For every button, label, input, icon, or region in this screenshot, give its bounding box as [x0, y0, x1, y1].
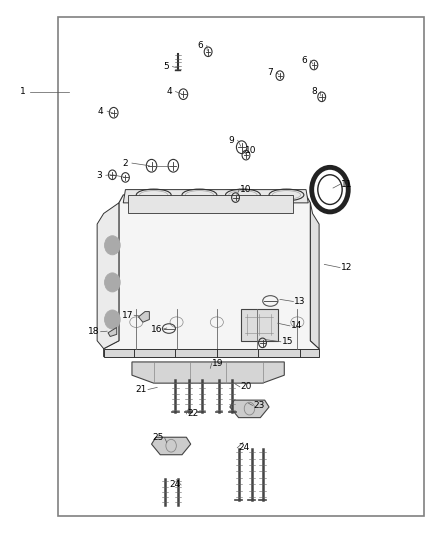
Text: 20: 20	[241, 382, 252, 391]
Polygon shape	[108, 327, 117, 336]
Text: 17: 17	[122, 311, 133, 320]
Text: 6: 6	[301, 56, 307, 65]
Polygon shape	[311, 203, 319, 349]
Text: 8: 8	[311, 87, 317, 96]
Text: 23: 23	[253, 401, 265, 410]
Text: 18: 18	[88, 327, 100, 336]
Text: 10: 10	[240, 184, 252, 193]
Text: 25: 25	[152, 433, 164, 442]
Polygon shape	[230, 400, 269, 418]
FancyBboxPatch shape	[127, 195, 293, 214]
Polygon shape	[123, 190, 308, 203]
Text: 3: 3	[96, 171, 102, 180]
Circle shape	[105, 273, 120, 292]
Text: 24: 24	[169, 480, 180, 489]
FancyBboxPatch shape	[241, 309, 278, 341]
Text: 4: 4	[166, 87, 172, 96]
Circle shape	[105, 310, 120, 329]
Text: 14: 14	[291, 321, 302, 330]
Text: 6: 6	[198, 41, 203, 50]
Text: 22: 22	[187, 409, 198, 418]
Polygon shape	[132, 362, 284, 383]
Polygon shape	[104, 190, 319, 357]
Text: 19: 19	[212, 359, 224, 368]
Text: 4: 4	[98, 107, 103, 116]
Text: 12: 12	[341, 263, 352, 272]
Text: 1: 1	[20, 87, 26, 96]
Polygon shape	[97, 203, 119, 349]
Text: 7: 7	[267, 68, 273, 77]
Text: 21: 21	[136, 385, 147, 394]
Text: 10: 10	[245, 147, 257, 156]
Text: 16: 16	[151, 325, 162, 334]
Text: 13: 13	[294, 297, 306, 306]
Text: 9: 9	[228, 136, 234, 145]
Polygon shape	[104, 349, 319, 357]
Text: 5: 5	[163, 62, 169, 71]
Polygon shape	[152, 437, 191, 455]
Text: 24: 24	[238, 443, 249, 453]
Text: 11: 11	[341, 180, 352, 189]
Polygon shape	[138, 312, 149, 322]
Text: 2: 2	[123, 159, 128, 167]
Text: 15: 15	[282, 337, 293, 346]
Circle shape	[105, 236, 120, 255]
